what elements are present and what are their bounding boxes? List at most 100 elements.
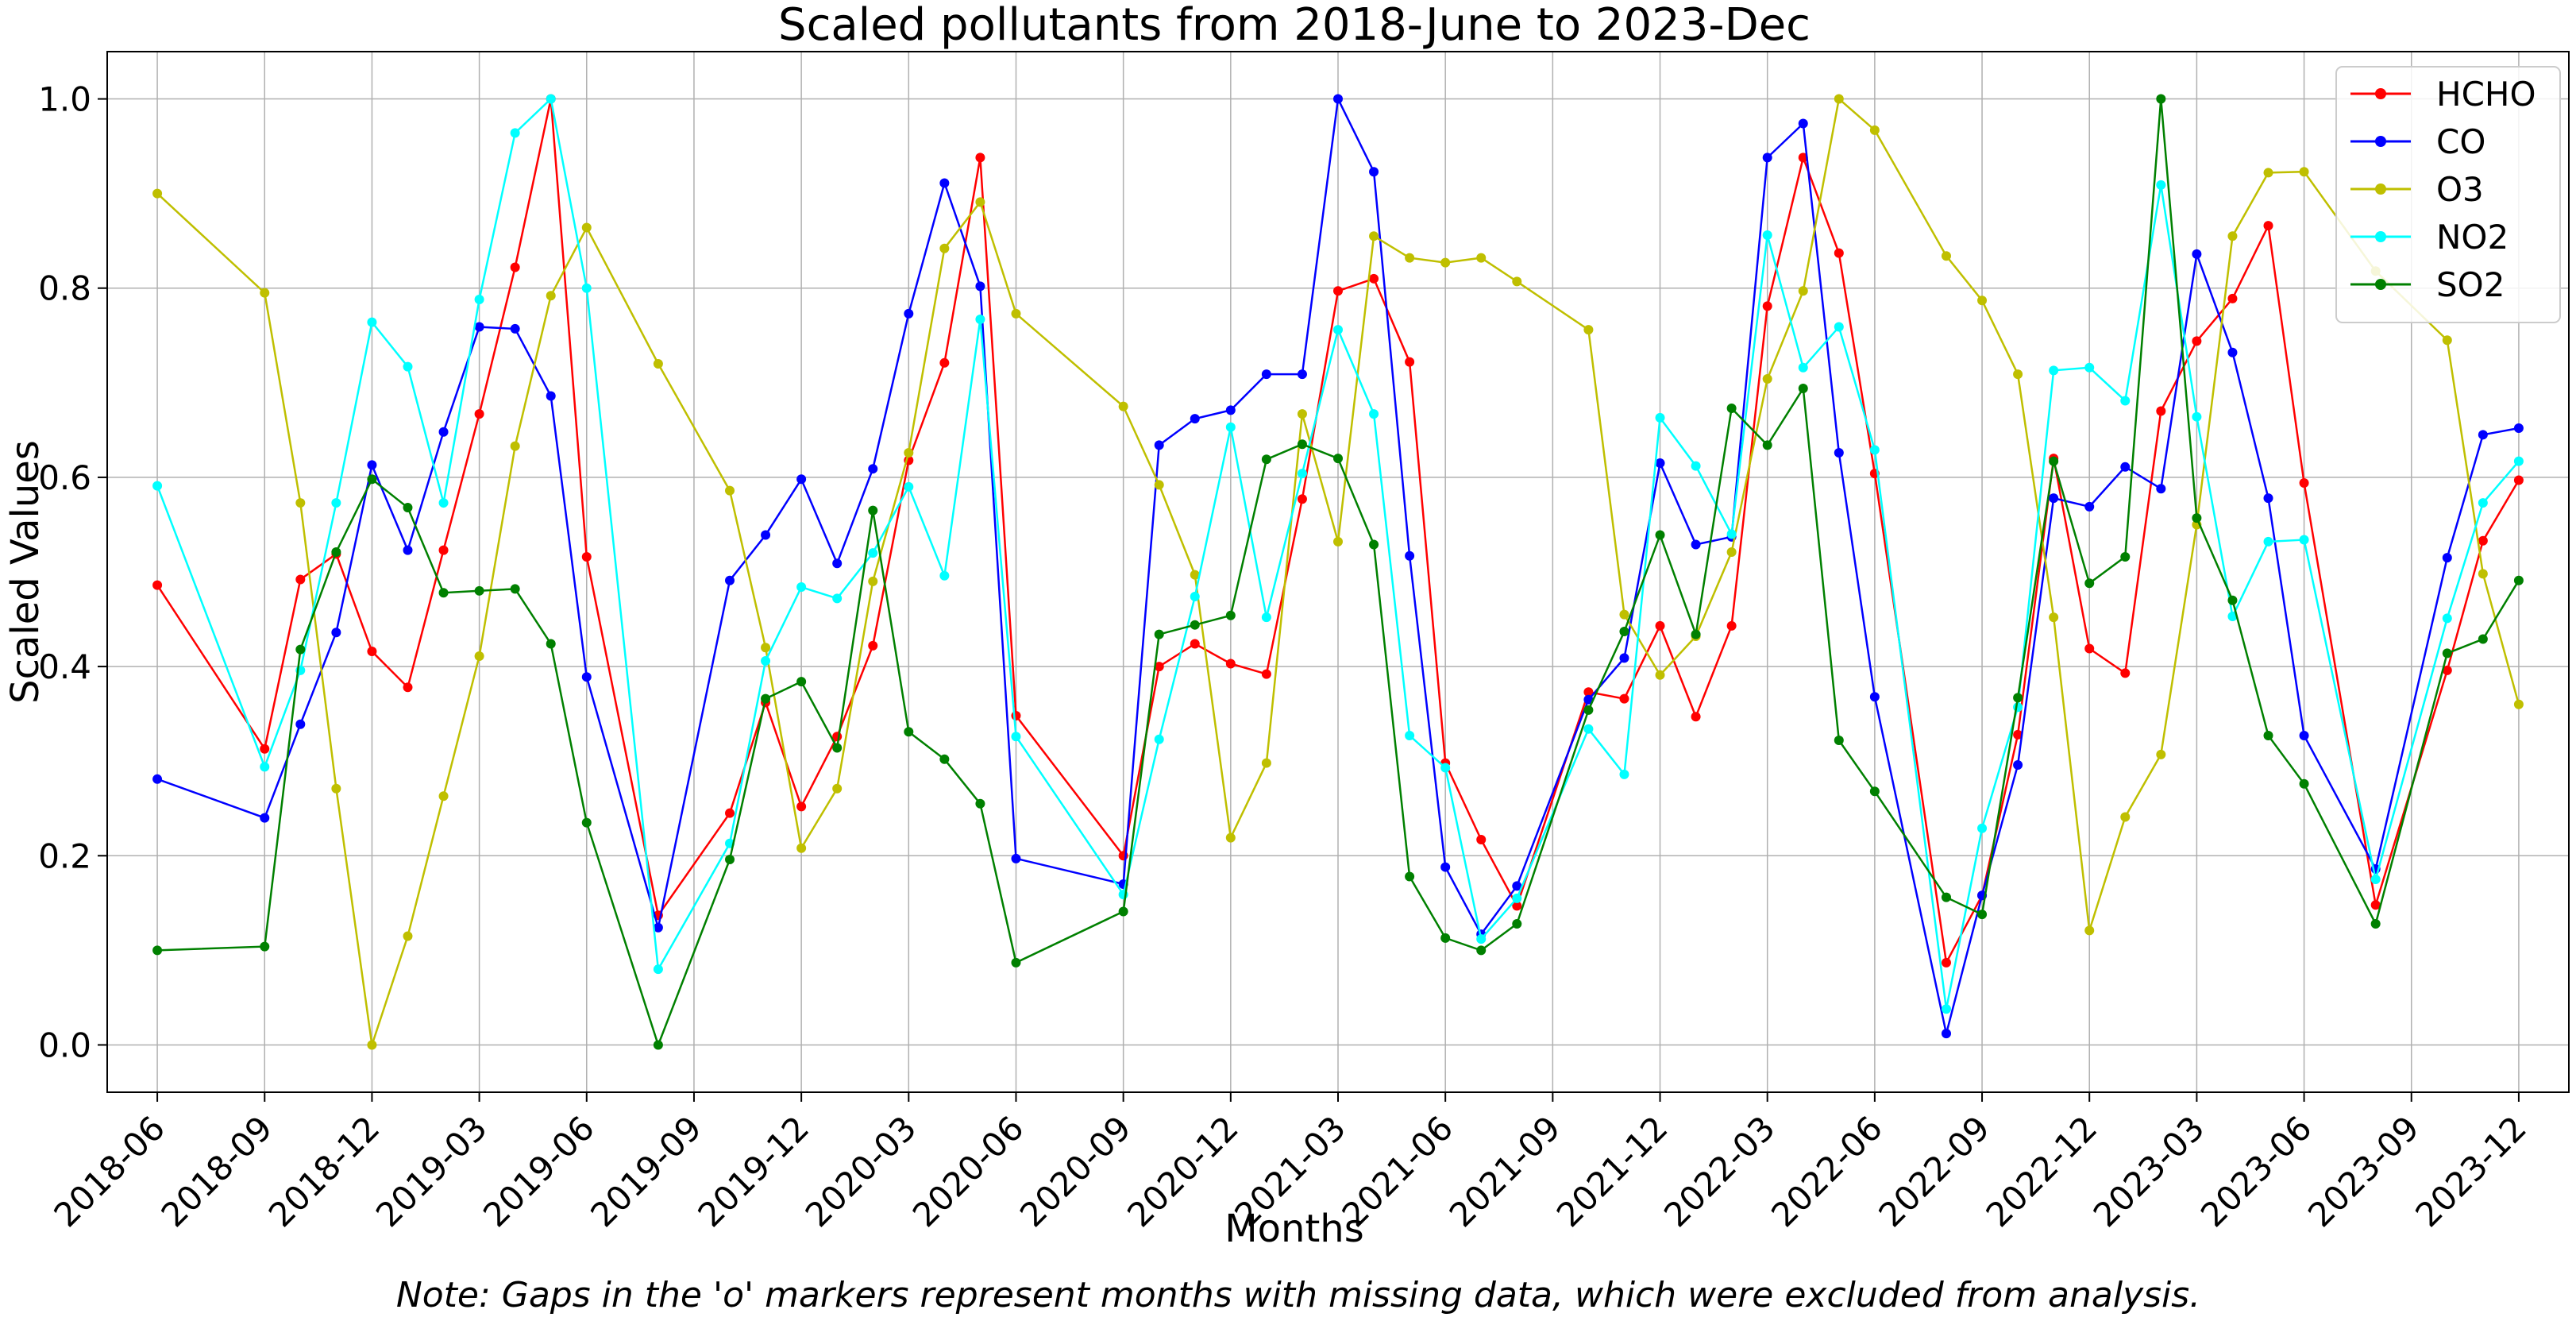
data-point [2513,456,2524,466]
data-point [796,677,807,687]
x-tick-label: 2022-12 [1979,1108,2105,1234]
data-point [1476,945,1487,956]
data-point [438,498,449,508]
y-axis: 0.0 0.2 0.4 0.6 0.8 1.0 [38,80,107,1064]
data-point [939,754,950,764]
data-point [438,588,449,598]
data-point [2478,569,2488,579]
series-no2 [152,94,2524,1014]
data-point [1762,374,1772,384]
data-point [403,503,413,513]
data-point [2478,498,2488,508]
data-point [1154,734,1164,744]
data-point [2513,575,2524,585]
legend-item-hcho: HCHO [2350,75,2536,114]
data-point [295,498,306,508]
data-point [1619,609,1629,620]
data-point [1869,125,1880,135]
x-tick-label: 2020-03 [798,1108,924,1234]
data-point [1834,447,1844,458]
data-point [1834,248,1844,258]
x-axis-label: Months [1224,1207,1363,1251]
data-point [2299,478,2309,489]
data-point [474,295,484,305]
data-point [1834,94,1844,104]
data-point [2263,221,2273,231]
legend-item-co: CO [2350,122,2485,161]
data-point [975,798,985,809]
data-point [2227,231,2238,241]
data-point [1655,530,1665,540]
data-point [1798,362,1808,373]
data-point [260,744,270,754]
data-point [2299,167,2309,177]
data-point [2263,168,2273,178]
y-tick-label: 0.0 [38,1026,91,1064]
data-point [1512,881,1522,891]
data-point [474,409,484,419]
data-point [1261,758,1271,768]
data-point [2049,365,2059,376]
data-point [975,197,985,207]
data-point [295,644,306,655]
x-tick-label: 2018-06 [46,1108,172,1234]
data-point [1798,383,1808,393]
data-point [868,576,878,586]
data-point [1655,620,1665,631]
x-tick-label: 2018-09 [154,1108,280,1234]
data-point [1941,1004,1951,1014]
data-point [1762,440,1772,450]
y-tick-label: 0.4 [38,647,91,686]
data-point [1225,422,1236,432]
data-point [1154,440,1164,450]
data-point [331,547,341,557]
data-point [939,243,950,253]
data-point [2478,634,2488,644]
legend-marker [2375,279,2386,290]
data-point [1405,253,1415,263]
data-point [581,672,592,682]
data-point [581,283,592,293]
data-point [2299,535,2309,545]
data-point [1405,550,1415,561]
x-tick-label: 2021-12 [1549,1108,1676,1234]
data-point [725,485,735,496]
data-point [868,640,878,651]
data-point [1583,724,1594,734]
data-point [1762,153,1772,163]
data-point [1691,539,1701,550]
data-point [581,551,592,562]
data-point [939,570,950,581]
data-point [1655,670,1665,680]
data-point [2370,900,2381,910]
data-point [832,558,843,569]
x-tick-label: 2023-06 [2193,1108,2320,1234]
data-point [1405,357,1415,367]
data-point [152,481,163,491]
data-point [1941,957,1951,968]
data-point [438,545,449,555]
y-tick-label: 1.0 [38,80,91,119]
data-point [2370,919,2381,929]
data-point [2442,335,2452,346]
data-point [761,530,771,540]
data-point [832,593,843,604]
x-tick-label: 2019-06 [476,1108,602,1234]
data-point [1583,705,1594,715]
data-point [510,323,520,334]
data-point [331,783,341,794]
data-point [1869,692,1880,702]
data-point [510,584,520,594]
data-point [1762,230,1772,241]
data-point [474,322,484,332]
data-point [653,359,663,369]
data-point [1726,529,1737,539]
data-point [2227,611,2238,621]
data-point [904,308,914,319]
data-point [2263,536,2273,547]
y-axis-label: Scaled Values [3,440,48,704]
data-point [1190,620,1200,630]
data-point [1011,853,1021,863]
legend-item-no2: NO2 [2350,218,2509,257]
data-point [1261,669,1271,679]
